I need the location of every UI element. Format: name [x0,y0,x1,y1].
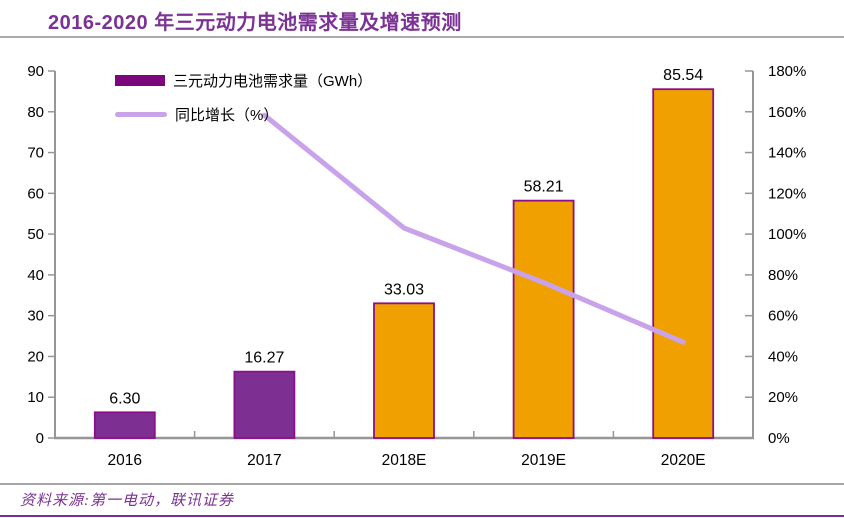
x-axis-category-label: 2016 [108,452,142,469]
source-note: 资料来源:第一电动，联讯证券 [20,493,234,509]
footer-divider [0,483,844,485]
x-axis-category-label: 2019E [521,452,566,469]
left-axis-tick-label: 50 [27,226,44,243]
right-axis-tick-label: 180% [768,63,806,80]
bar-value-label: 58.21 [524,179,564,196]
x-axis-category-label: 2020E [661,452,706,469]
legend-item-growth: 同比增长（%） [115,102,372,127]
right-axis-tick-label: 60% [768,308,798,325]
right-axis-tick-label: 120% [768,185,806,202]
x-axis-category-label: 2017 [247,452,281,469]
left-axis-tick-label: 90 [27,63,44,80]
left-axis-tick-label: 60 [27,185,44,202]
right-axis-tick-label: 0% [768,430,790,447]
chart-legend: 三元动力电池需求量（GWh） 同比增长（%） [115,68,372,127]
left-axis-tick-label: 80 [27,104,44,121]
demand-bar-2016 [93,411,156,439]
bar-value-label: 85.54 [663,67,703,84]
right-axis-tick-label: 40% [768,348,798,365]
growth-rate-line [261,112,686,345]
legend-label-growth: 同比增长（%） [175,107,279,124]
legend-item-demand: 三元动力电池需求量（GWh） [115,68,372,93]
bar-series-swatch-icon [115,75,165,86]
right-axis-tick-label: 140% [768,145,806,162]
bar-value-label: 33.03 [384,281,424,298]
right-axis-tick-label: 80% [768,267,798,284]
bottom-border [0,515,844,517]
left-axis-tick-label: 10 [27,389,44,406]
line-series-swatch-icon [115,112,167,117]
demand-bar-2018E [373,302,435,439]
right-axis-tick-label: 160% [768,104,806,121]
bar-value-label: 6.30 [109,390,140,407]
demand-bar-2019E [512,199,575,439]
demand-bar-2020E [652,88,715,439]
demand-bar-2017 [233,370,296,439]
title-divider [0,36,844,38]
x-axis-category-label: 2018E [382,452,427,469]
right-axis-tick-label: 20% [768,389,798,406]
left-axis-tick-label: 30 [27,308,44,325]
left-axis-tick-label: 0 [36,430,44,447]
left-axis-tick-label: 40 [27,267,44,284]
bar-value-label: 16.27 [244,350,284,367]
left-axis-tick-label: 20 [27,348,44,365]
legend-label-demand: 三元动力电池需求量（GWh） [173,73,373,90]
right-axis-tick-label: 100% [768,226,806,243]
left-axis-tick-label: 70 [27,145,44,162]
chart-title: 2016-2020 年三元动力电池需求量及增速预测 [48,12,462,34]
